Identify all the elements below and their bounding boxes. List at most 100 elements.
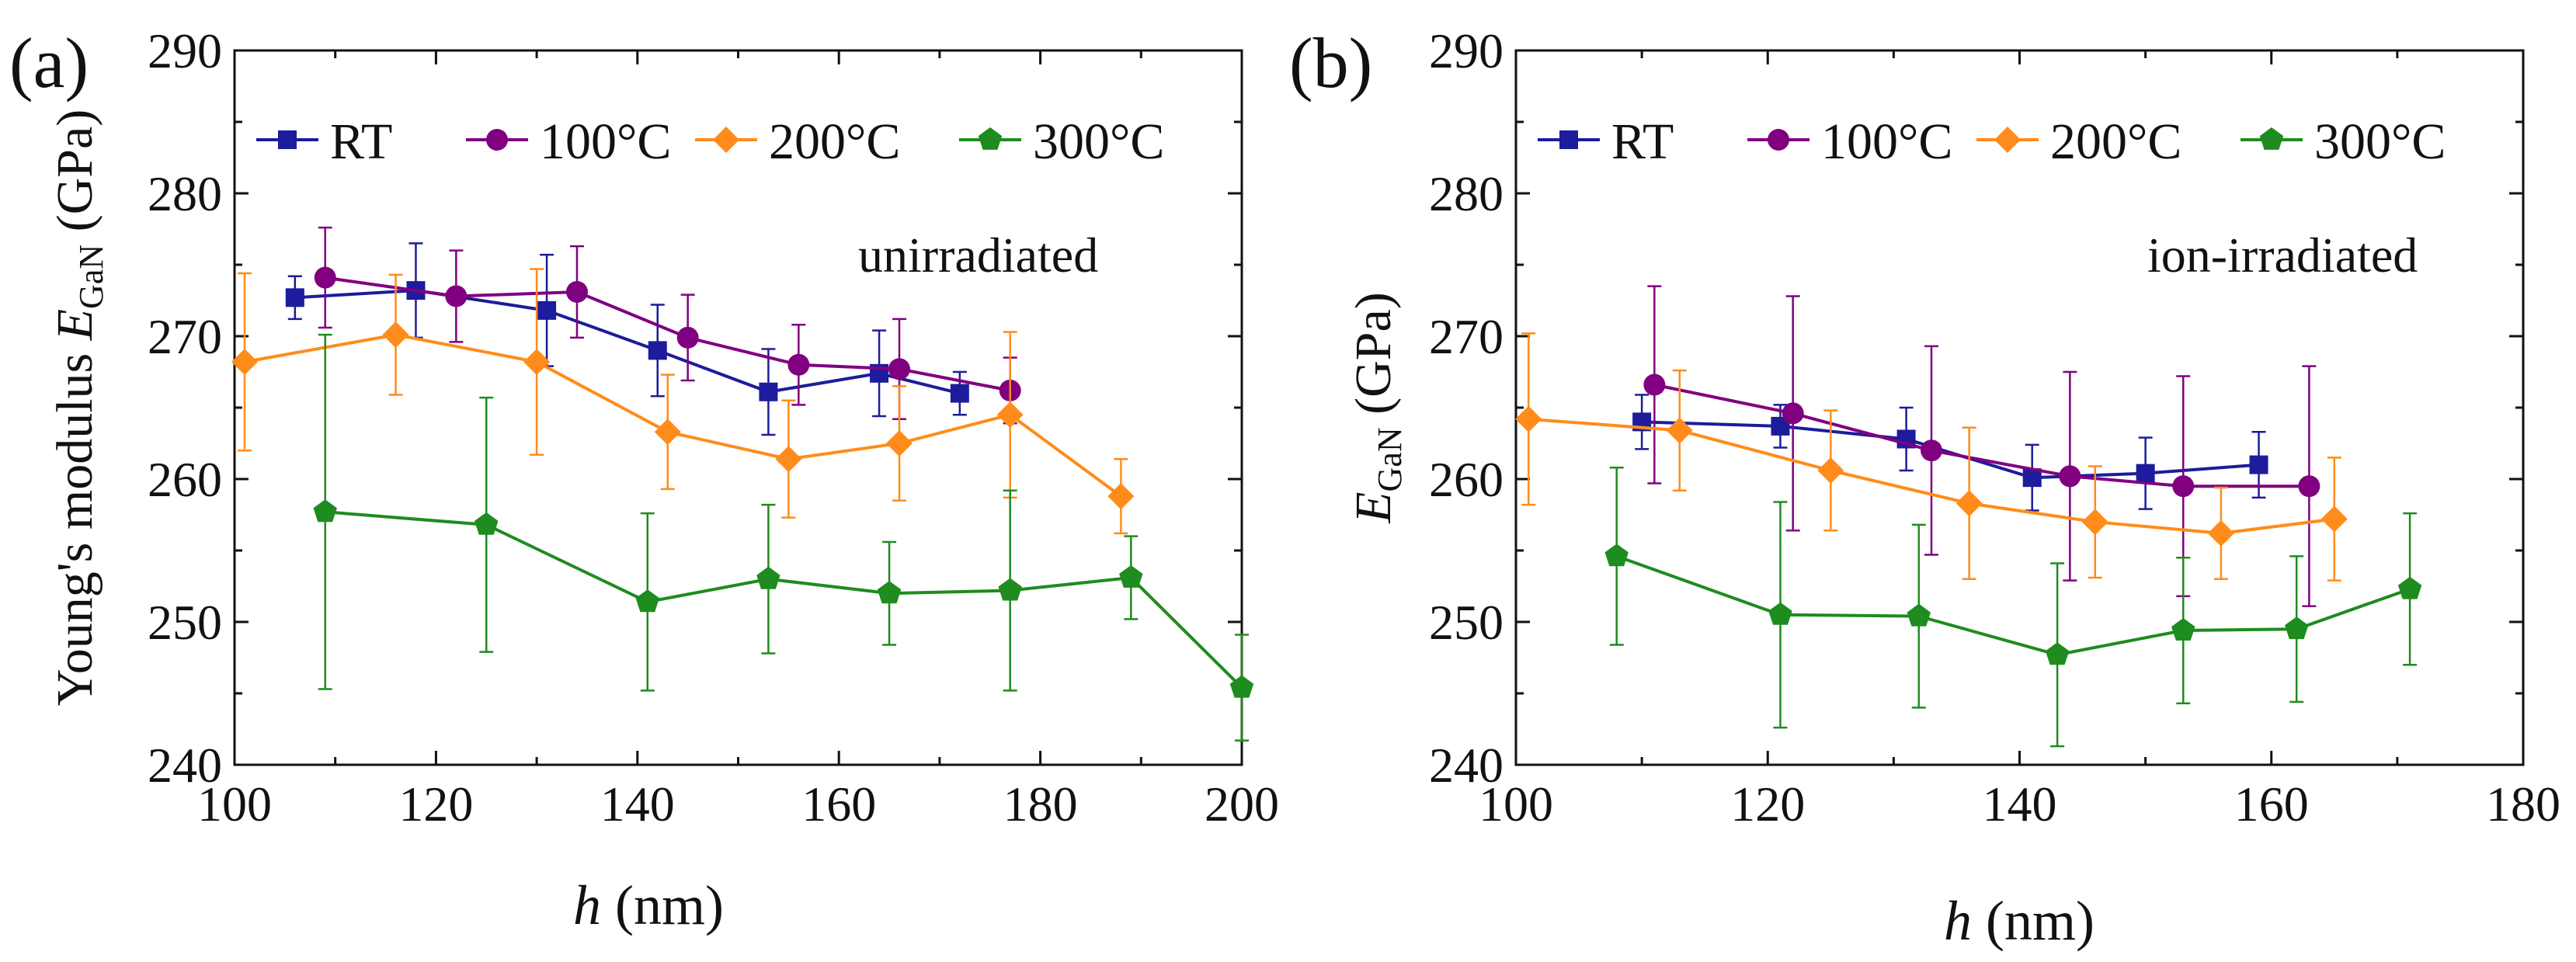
series-200°C [1515, 332, 2348, 582]
panel-b-xlabel-unit: (nm) [1972, 890, 2095, 952]
x-tick-label: 120 [398, 776, 473, 832]
data-point [759, 382, 778, 401]
y-tick-label: 290 [1429, 23, 1504, 78]
legend-label: 300°C [1033, 113, 1164, 170]
legend-marker [713, 127, 739, 153]
series-line [325, 510, 1243, 689]
data-point [2320, 505, 2348, 533]
panel-a-xlabel-var: h [573, 874, 601, 936]
legend-item: 300°C [959, 113, 1164, 170]
series-line [1653, 383, 2310, 488]
panel-a-y-ticks: 240 250 260 270 280 290 [148, 23, 1242, 793]
data-point [2298, 475, 2320, 498]
legend-label: 200°C [769, 113, 900, 170]
panel-b-label: (b) [1289, 23, 1372, 102]
data-point [1604, 544, 1629, 567]
legend-item: RT [256, 113, 392, 170]
data-point [2045, 642, 2070, 665]
data-point [676, 326, 699, 349]
panel-b-xlabel-var: h [1944, 890, 1972, 952]
x-tick-label: 100 [1479, 776, 1553, 832]
data-point [775, 446, 802, 473]
data-point [996, 401, 1024, 429]
data-point [537, 300, 557, 320]
panel-a-ylabel-var: E [47, 309, 103, 341]
legend-item: 200°C [1976, 113, 2181, 170]
panel-a-legend: RT 100°C 200°C 300°C [256, 113, 1164, 170]
x-tick-label: 160 [2234, 776, 2309, 832]
panel-b: (b) 240 250 260 270 280 290 100 120 140 160 180 i… [1289, 23, 2560, 952]
legend-marker [1994, 127, 2021, 153]
data-point [2172, 475, 2195, 498]
data-point [523, 349, 551, 376]
data-point [1643, 373, 1666, 396]
data-point [445, 285, 468, 307]
data-point [756, 566, 780, 589]
legend-marker [2259, 127, 2284, 150]
data-point [314, 266, 336, 289]
x-tick-label: 140 [600, 776, 675, 832]
panel-a-plot-area [231, 226, 1254, 741]
panel-a-ylabel-sub: GaN [72, 245, 110, 309]
series-line [1642, 420, 2259, 480]
legend-marker [486, 129, 508, 151]
data-point [1515, 405, 1542, 432]
data-point [950, 384, 969, 403]
series-300°C [1604, 467, 2422, 748]
legend-item: 100°C [466, 113, 671, 170]
data-point [1782, 402, 1804, 425]
data-point [1907, 603, 1931, 627]
series-line [244, 333, 1122, 498]
series-100°C [314, 226, 1021, 425]
panel-b-x-ticks: 100 120 140 160 180 [1479, 50, 2560, 832]
data-point [2171, 618, 2195, 641]
panel-a-y-axis-label: Young's modulus EGaN (GPa) [47, 109, 110, 707]
y-tick-label: 270 [1429, 309, 1504, 364]
data-point [2081, 509, 2108, 536]
x-tick-label: 180 [2486, 776, 2560, 832]
panel-a-ylabel-prefix: Young's modulus [47, 340, 103, 706]
x-tick-label: 160 [801, 776, 876, 832]
x-tick-label: 120 [1730, 776, 1805, 832]
panel-b-x-axis-label: h (nm) [1944, 890, 2095, 952]
data-point [1229, 675, 1254, 698]
legend-item: RT [1538, 113, 1674, 170]
y-tick-label: 260 [148, 452, 222, 507]
series-200°C [231, 268, 1135, 535]
panel-b-plot-area [1515, 285, 2422, 748]
series-line [1616, 554, 2411, 657]
data-point [2249, 455, 2268, 474]
panel-a-x-ticks: 100 120 140 160 180 200 [197, 50, 1279, 832]
data-point [998, 578, 1022, 601]
data-point [1666, 417, 1693, 444]
legend-label: RT [330, 113, 392, 170]
legend-item: 100°C [1747, 113, 1952, 170]
legend-marker [1559, 130, 1578, 149]
panel-b-ylabel-suffix: (GPa) [1345, 292, 1402, 427]
panel-a-ylabel-suffix: (GPa) [47, 109, 103, 245]
data-point [2207, 519, 2234, 547]
x-tick-label: 180 [1003, 776, 1078, 832]
data-point [1768, 602, 1792, 625]
y-tick-label: 260 [1429, 452, 1504, 507]
x-tick-label: 100 [197, 776, 272, 832]
data-point [635, 589, 659, 613]
panel-a: (a) 240 250 260 270 280 290 100 120 140 160 180 20… [9, 23, 1279, 936]
legend-marker [978, 127, 1003, 150]
data-point [231, 349, 258, 376]
y-tick-label: 240 [148, 738, 222, 793]
panel-a-xlabel-unit: (nm) [601, 874, 724, 936]
data-point [648, 341, 667, 360]
legend-label: 100°C [1821, 113, 1952, 170]
data-point [1119, 565, 1143, 588]
legend-item: 300°C [2241, 113, 2446, 170]
data-point [382, 321, 409, 349]
legend-label: 200°C [2050, 113, 2181, 170]
legend-marker [1768, 129, 1789, 151]
panel-a-label: (a) [9, 23, 89, 102]
panel-b-y-ticks: 240 250 260 270 280 290 [1429, 23, 2523, 793]
panel-b-ylabel-sub: GaN [1371, 427, 1409, 491]
series-300°C [313, 333, 1254, 741]
data-point [313, 499, 337, 523]
